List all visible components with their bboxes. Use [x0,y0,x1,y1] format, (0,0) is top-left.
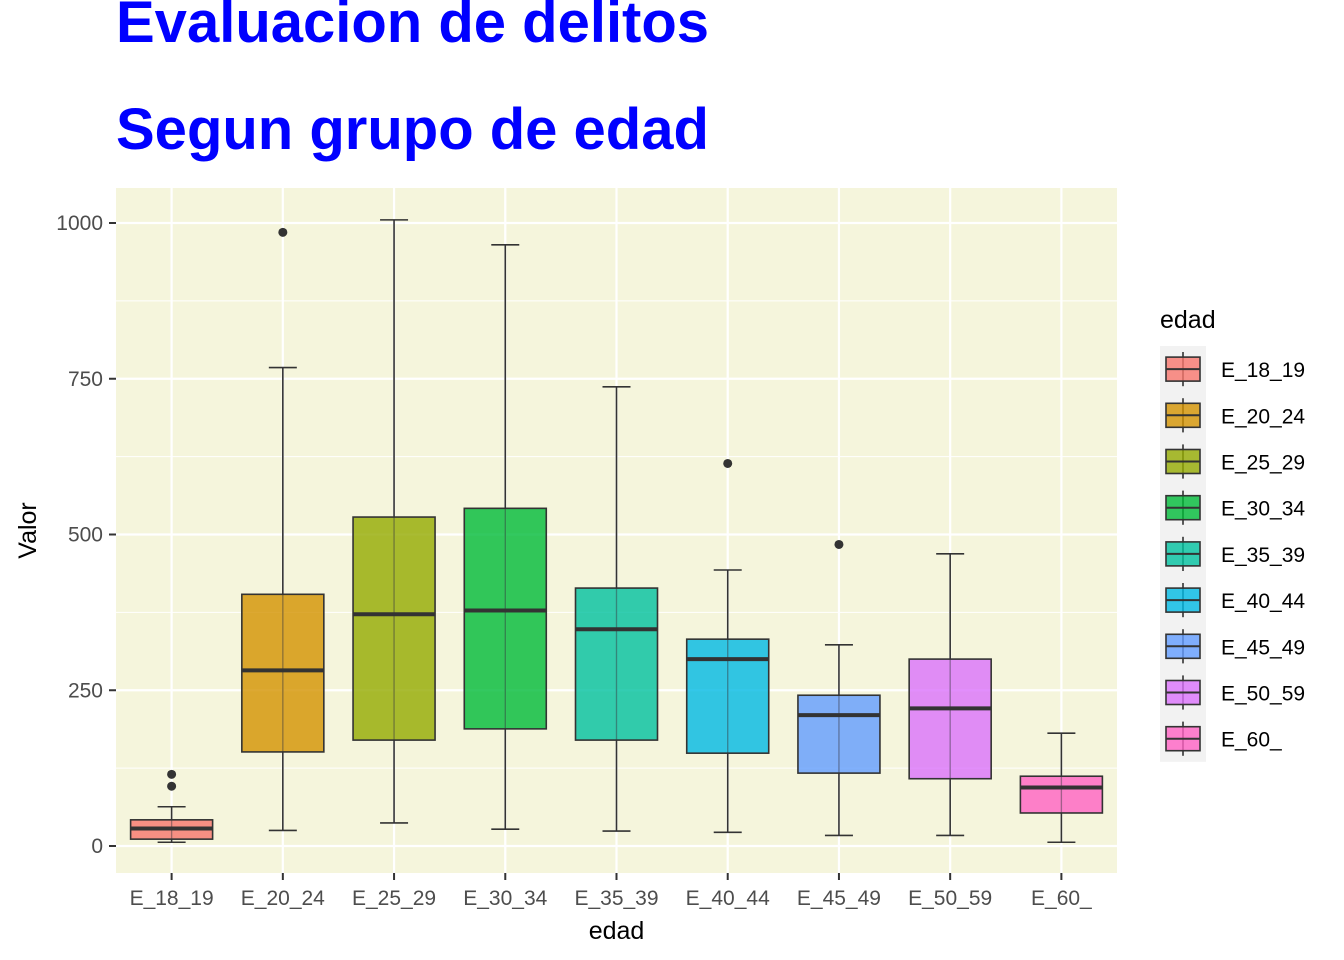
legend-label: E_60_ [1221,729,1282,752]
legend-item-E_50_59: E_50_59 [1165,675,1305,710]
x-tick-label: E_50_59 [908,887,992,910]
outlier-point [278,227,288,237]
x-tick-label: E_35_39 [574,887,658,910]
legend-label: E_45_49 [1221,636,1305,659]
box-E_35_39 [574,386,659,832]
legend-label: E_20_24 [1221,405,1305,428]
box-E_60_ [1019,732,1104,844]
box-iqr [463,507,548,730]
outlier-point [167,769,177,779]
x-axis: E_18_19 E_20_24 E_25_29 E_30_34 E_35_39 E_40_… [130,873,1092,910]
x-axis-title: edad [589,917,645,945]
y-axis: 0 250 500 750 1000 [56,212,116,858]
legend-item-E_45_49: E_45_49 [1165,629,1305,664]
legend-item-E_35_39: E_35_39 [1165,536,1305,571]
box-iqr [352,516,436,741]
legend-title: edad [1160,306,1216,334]
legend-label: E_50_59 [1221,683,1305,706]
box-E_25_29 [352,219,436,824]
legend-label: E_40_44 [1221,590,1305,613]
y-tick-label: 500 [68,524,103,547]
legend-item-E_25_29: E_25_29 [1165,444,1305,479]
y-tick-label: 1000 [56,212,103,235]
x-tick-label: E_25_29 [352,887,436,910]
outlier-point [834,539,844,549]
box-E_30_34 [463,244,548,830]
outlier-point [723,458,733,468]
y-tick-label: 750 [68,368,103,391]
legend-label: E_35_39 [1221,544,1305,567]
box-E_40_44 [685,458,770,834]
legend: edad E_18_19 E_20_24 E_25_29 E_30_34 E_35_39… [1160,306,1305,762]
legend-item-E_60_: E_60_ [1165,721,1282,756]
box-iqr [241,593,325,753]
legend-item-E_30_34: E_30_34 [1165,490,1305,525]
box-E_45_49 [797,539,881,837]
y-tick-label: 0 [91,835,103,858]
box-E_18_19 [129,769,214,844]
x-tick-label: E_60_ [1031,887,1092,910]
chart-subtitle: Segun grupo de edad [116,97,709,162]
legend-label: E_25_29 [1221,452,1305,475]
box-iqr [1019,775,1104,814]
box-E_50_59 [908,553,992,837]
box-iqr [574,587,659,741]
legend-item-E_20_24: E_20_24 [1165,398,1305,433]
x-tick-label: E_18_19 [130,887,214,910]
x-tick-label: E_20_24 [241,887,325,910]
x-tick-label: E_40_44 [686,887,770,910]
boxes-layer [129,219,1104,844]
x-tick-label: E_45_49 [797,887,881,910]
y-axis-title: Valor [14,502,42,559]
x-tick-label: E_30_34 [463,887,547,910]
box-iqr [908,658,992,780]
box-iqr [797,694,881,774]
legend-item-E_40_44: E_40_44 [1165,583,1305,618]
legend-label: E_18_19 [1221,359,1305,382]
chart-title: Evaluacion de delitos [116,0,710,55]
legend-item-E_18_19: E_18_19 [1165,352,1305,387]
outlier-point [167,781,177,791]
y-tick-label: 250 [68,679,103,702]
box-E_20_24 [241,227,325,832]
legend-label: E_30_34 [1221,498,1305,521]
